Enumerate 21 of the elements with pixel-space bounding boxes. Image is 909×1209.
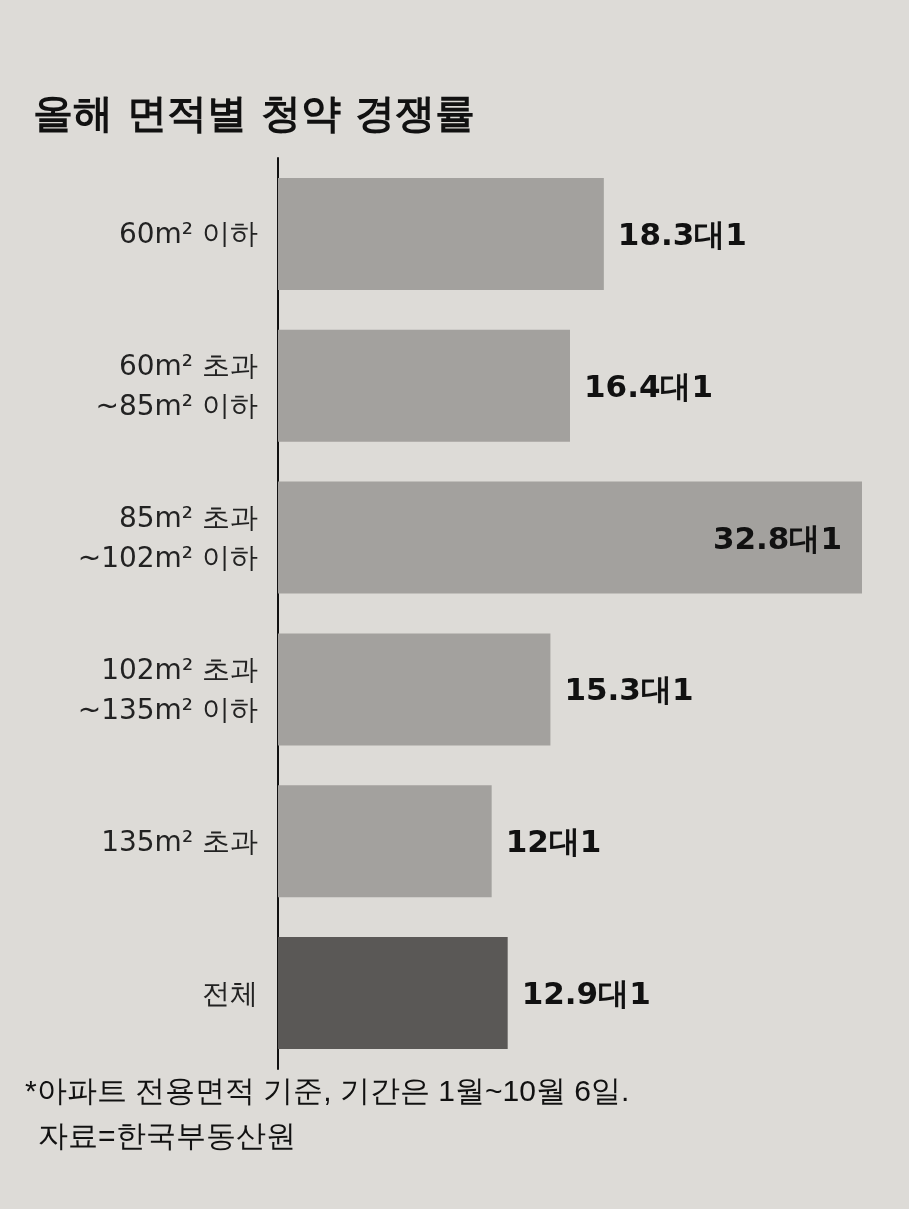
y-tick-label: 135m² 초과 — [101, 824, 258, 858]
text: *아파트 전용면적 기준, 기간은 1월~10월 6일. — [25, 1073, 630, 1107]
chart-title: 올해 면적별 청약 경쟁률 — [33, 90, 475, 136]
y-tick-label: 60m² 이하 — [118, 217, 258, 251]
text: 자료=한국부동산원 — [38, 1118, 296, 1152]
data-label: 12대1 — [505, 823, 602, 860]
data-label: 18.3대1 — [617, 215, 747, 252]
data-label: 12.9대1 — [521, 975, 651, 1012]
y-tick-label: 60m² 초과 ~85m² 이하 — [95, 349, 258, 423]
bar — [278, 785, 492, 898]
y-tick-label: 85m² 초과 ~102m² 이하 — [77, 501, 258, 575]
y-tick-label: 전체 — [202, 976, 258, 1010]
bar — [278, 177, 604, 290]
data-label: 16.4대1 — [584, 367, 714, 404]
bar — [278, 937, 508, 1050]
bar — [278, 633, 551, 746]
data-label: 15.3대1 — [564, 671, 694, 708]
data-label: 32.8대1 — [712, 519, 842, 556]
bar — [278, 329, 570, 442]
y-tick-label: 102m² 초과 ~135m² 이하 — [77, 652, 258, 726]
bar — [278, 481, 862, 594]
